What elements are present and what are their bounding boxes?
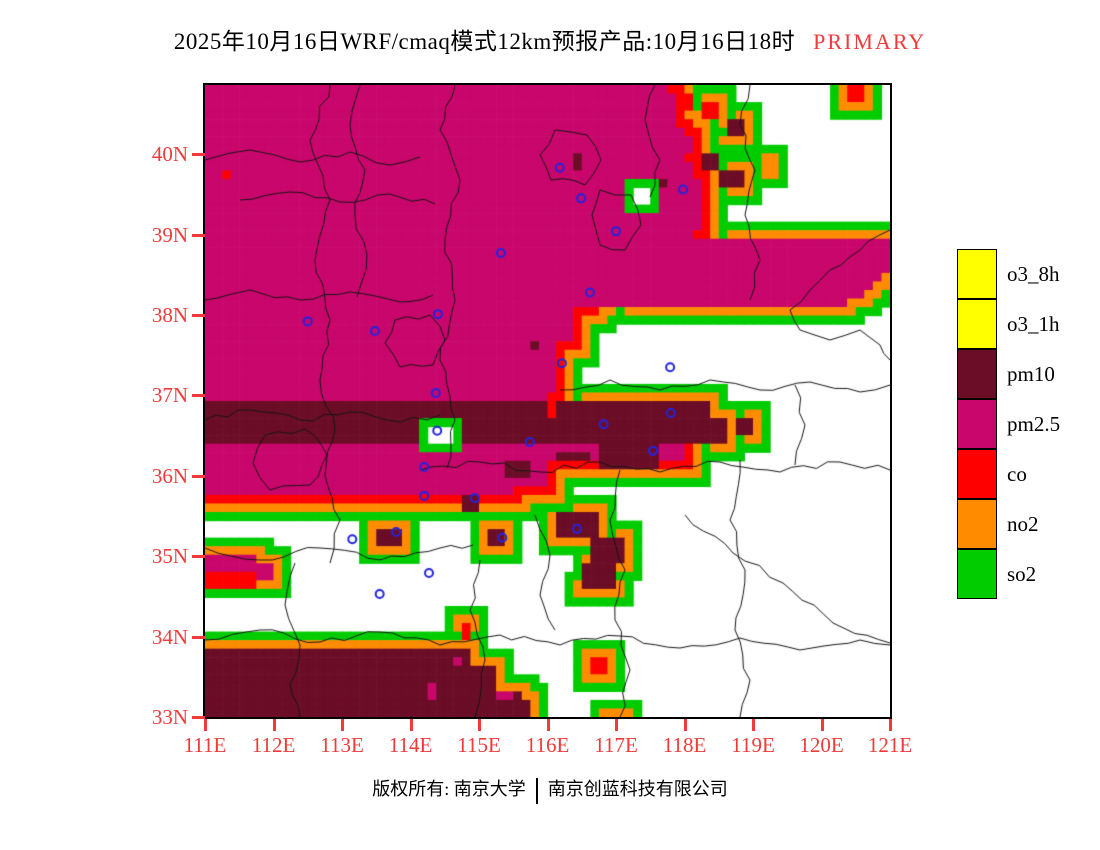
x-label-116E: 116E <box>525 733 570 757</box>
x-label-119E: 119E <box>731 733 775 757</box>
x-label-114E: 114E <box>388 733 433 757</box>
x-tick-120E <box>820 719 824 731</box>
y-label-40N: 40N <box>151 142 188 167</box>
y-label-36N: 36N <box>151 463 188 488</box>
x-tick-114E <box>409 719 413 731</box>
y-tick-33N <box>192 716 205 719</box>
x-label-120E: 120E <box>799 733 844 757</box>
legend-label-pm2.5: pm2.5 <box>1007 412 1061 436</box>
legend-item-o3_8h: o3_8h <box>957 249 1100 299</box>
legend-item-co: co <box>957 449 1100 499</box>
legend-swatch-so2 <box>957 549 997 599</box>
legend-swatch-pm2.5 <box>957 399 997 449</box>
forecast-map-canvas <box>205 85 890 717</box>
map-frame <box>203 83 892 719</box>
y-tick-38N <box>192 313 205 317</box>
legend-item-pm10: pm10 <box>957 349 1100 399</box>
y-label-34N: 34N <box>151 624 188 649</box>
y-tick-40N <box>192 153 205 157</box>
x-tick-119E <box>752 719 755 731</box>
copyright-owner: 版权所有: 南京大学 <box>372 779 526 799</box>
y-tick-36N <box>192 474 205 478</box>
legend-item-pm2.5: pm2.5 <box>957 399 1100 449</box>
x-tick-112E <box>272 719 276 731</box>
legend-label-pm10: pm10 <box>1007 362 1055 386</box>
y-label-38N: 38N <box>151 302 188 327</box>
x-tick-111E <box>204 719 207 731</box>
x-label-121E: 121E <box>867 733 913 757</box>
copyright: 版权所有: 南京大学 南京创蓝科技有限公司 <box>0 775 1100 804</box>
legend-item-so2: so2 <box>957 549 1100 599</box>
x-label-111E: 111E <box>183 733 227 757</box>
legend-label-o3_8h: o3_8h <box>1007 262 1060 286</box>
divider-bar <box>535 777 538 804</box>
title-text: 2025年10月16日WRF/cmaq模式12km预报产品:10月16日18时 <box>173 29 796 54</box>
legend-swatch-o3_1h <box>957 299 997 349</box>
legend-label-co: co <box>1007 462 1027 486</box>
legend-swatch-pm10 <box>957 349 997 399</box>
title-tag: PRIMARY <box>813 29 927 54</box>
copyright-company: 南京创蓝科技有限公司 <box>547 779 728 799</box>
x-tick-118E <box>683 719 687 731</box>
legend-swatch-no2 <box>957 499 997 549</box>
x-label-118E: 118E <box>662 733 707 757</box>
x-label-112E: 112E <box>251 733 296 757</box>
x-tick-117E <box>615 719 618 731</box>
x-tick-121E <box>889 719 892 731</box>
legend-label-so2: so2 <box>1007 562 1037 586</box>
y-label-39N: 39N <box>151 222 188 247</box>
legend-swatch-co <box>957 449 997 499</box>
y-tick-34N <box>192 635 205 639</box>
page-title: 2025年10月16日WRF/cmaq模式12km预报产品:10月16日18时 P… <box>0 22 1100 56</box>
x-label-113E: 113E <box>320 733 364 757</box>
y-label-35N: 35N <box>151 544 188 569</box>
y-tick-35N <box>192 555 205 559</box>
pollutant-legend: o3_8h o3_1h pm10 pm2.5 co no2 so2 <box>957 249 1100 599</box>
y-tick-37N <box>192 394 205 398</box>
x-tick-113E <box>341 719 344 731</box>
x-label-117E: 117E <box>594 733 638 757</box>
y-label-37N: 37N <box>151 383 188 408</box>
x-tick-115E <box>478 719 481 731</box>
legend-label-o3_1h: o3_1h <box>1007 312 1060 336</box>
y-label-33N: 33N <box>151 705 188 729</box>
x-tick-116E <box>546 719 550 731</box>
legend-label-no2: no2 <box>1007 512 1039 536</box>
legend-item-no2: no2 <box>957 499 1100 549</box>
legend-item-o3_1h: o3_1h <box>957 299 1100 349</box>
legend-swatch-o3_8h <box>957 249 997 299</box>
y-tick-39N <box>192 233 205 237</box>
x-label-115E: 115E <box>457 733 501 757</box>
